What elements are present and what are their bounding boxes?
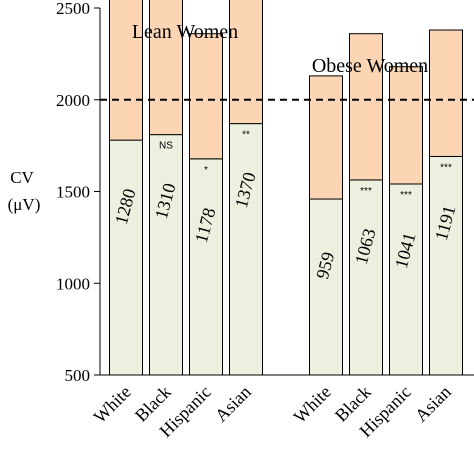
x-tick-label: Asian	[411, 382, 455, 426]
bar-segment	[149, 0, 183, 136]
y-tick-label: 500	[65, 366, 91, 385]
y-tick-label: 2500	[56, 0, 90, 18]
bar-segment	[229, 0, 263, 125]
significance-label: ***	[360, 186, 372, 197]
bar-segment	[309, 198, 343, 376]
bar-segment	[349, 179, 383, 376]
bar-segment	[109, 0, 143, 141]
bar-segment	[389, 66, 423, 185]
bar-segment	[349, 33, 383, 181]
bar-segment	[189, 33, 223, 160]
group-label: Obese Women	[312, 55, 428, 77]
x-tick-label: White	[290, 382, 335, 427]
significance-label: NS	[159, 141, 173, 152]
y-tick-label: 1000	[56, 274, 90, 293]
bar-segment	[189, 158, 223, 376]
bar-segment	[229, 123, 263, 376]
x-tick-label: Asian	[211, 382, 255, 426]
bar-segment	[309, 75, 343, 200]
y-tick-label: 2000	[56, 91, 90, 110]
y-axis-label: CV	[10, 168, 34, 187]
significance-label: *	[204, 165, 208, 176]
group-label: Lean Women	[132, 21, 238, 43]
y-tick-label: 1500	[56, 183, 90, 202]
significance-label: ***	[440, 162, 452, 173]
bar-segment	[149, 134, 183, 376]
x-tick-label: White	[90, 382, 135, 427]
significance-label: ***	[400, 190, 412, 201]
bar-segment	[429, 155, 463, 376]
bar-segment	[109, 139, 143, 376]
y-axis-label: (μV)	[8, 195, 41, 214]
bar-segment	[389, 183, 423, 376]
significance-label: **	[242, 130, 250, 141]
bar-segment	[429, 29, 463, 157]
